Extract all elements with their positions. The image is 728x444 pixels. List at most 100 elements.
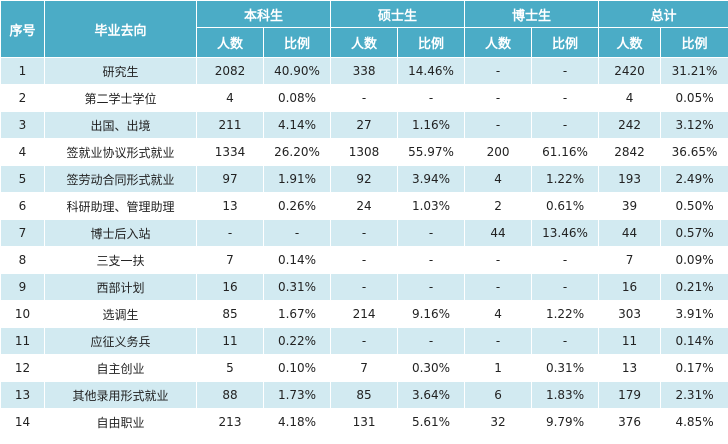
cell-count: 376: [598, 408, 662, 436]
cell-ratio: -: [531, 84, 600, 112]
cell-ratio: -: [262, 219, 332, 247]
cell-count: 211: [196, 111, 264, 139]
cell-ratio: 2.49%: [660, 165, 728, 193]
cell-count: -: [464, 327, 533, 355]
header-count: 人数: [464, 27, 533, 58]
cell-count: 11: [598, 327, 662, 355]
cell-ratio: 55.97%: [397, 138, 466, 166]
row-index: 11: [0, 327, 45, 355]
cell-ratio: 1.03%: [397, 192, 466, 220]
cell-ratio: 36.65%: [660, 138, 728, 166]
cell-count: -: [464, 84, 533, 112]
cell-count: -: [464, 111, 533, 139]
cell-count: -: [330, 246, 399, 274]
cell-count: -: [330, 84, 399, 112]
cell-ratio: 9.79%: [531, 408, 600, 436]
table-row: 9 西部计划 16 0.31% - - - -16 0.21%: [0, 273, 728, 301]
cell-count: 11: [196, 327, 264, 355]
cell-count: 7: [196, 246, 264, 274]
row-destination: 选调生: [44, 300, 197, 328]
cell-ratio: 4.18%: [262, 408, 332, 436]
table-row: 11 应征义务兵 11 0.22% - - - -11 0.14%: [0, 327, 728, 355]
row-destination: 签劳动合同形式就业: [44, 165, 197, 193]
cell-ratio: 0.61%: [531, 192, 600, 220]
cell-ratio: 0.22%: [262, 327, 332, 355]
cell-count: 44: [598, 219, 662, 247]
cell-count: 2420: [598, 57, 662, 85]
table-row: 1 研究生 2082 40.90% 338 14.46% - -2420 31.21%: [0, 57, 728, 85]
cell-ratio: -: [397, 246, 466, 274]
cell-ratio: 0.31%: [262, 273, 332, 301]
cell-ratio: 13.46%: [531, 219, 600, 247]
table-row: 8 三支一扶 7 0.14% - - - -7 0.09%: [0, 246, 728, 274]
row-destination: 科研助理、管理助理: [44, 192, 197, 220]
cell-ratio: 31.21%: [660, 57, 728, 85]
header-ratio: 比例: [660, 27, 728, 58]
cell-count: 303: [598, 300, 662, 328]
cell-count: -: [330, 219, 399, 247]
row-index: 1: [0, 57, 45, 85]
table-row: 4 签就业协议形式就业 1334 26.20% 1308 55.97% 200 61.16% 2…: [0, 138, 728, 166]
cell-count: 1308: [330, 138, 399, 166]
cell-ratio: -: [397, 273, 466, 301]
row-index: 12: [0, 354, 45, 382]
row-destination: 西部计划: [44, 273, 197, 301]
cell-count: 88: [196, 381, 264, 409]
cell-ratio: 0.21%: [660, 273, 728, 301]
header-count: 人数: [196, 27, 264, 58]
cell-count: -: [464, 57, 533, 85]
row-destination: 研究生: [44, 57, 197, 85]
table-row: 10 选调生 85 1.67% 214 9.16% 4 1.22% 303 3.91%: [0, 300, 728, 328]
cell-ratio: 4.14%: [262, 111, 332, 139]
row-destination: 自主创业: [44, 354, 197, 382]
cell-ratio: -: [397, 219, 466, 247]
row-index: 6: [0, 192, 45, 220]
cell-ratio: -: [531, 111, 600, 139]
cell-ratio: 0.50%: [660, 192, 728, 220]
table-row: 13 其他录用形式就业 88 1.73% 85 3.64% 6 1.83% 179 2.31%: [0, 381, 728, 409]
header-count: 人数: [330, 27, 399, 58]
cell-count: -: [330, 327, 399, 355]
cell-ratio: 26.20%: [262, 138, 332, 166]
cell-count: 39: [598, 192, 662, 220]
cell-count: 7: [330, 354, 399, 382]
table-row: 12 自主创业 5 0.10% 7 0.30% 1 0.31% 13 0.17%: [0, 354, 728, 382]
cell-count: 2082: [196, 57, 264, 85]
cell-ratio: 3.12%: [660, 111, 728, 139]
cell-ratio: 0.09%: [660, 246, 728, 274]
cell-ratio: 0.17%: [660, 354, 728, 382]
cell-ratio: 0.10%: [262, 354, 332, 382]
header-destination: 毕业去向: [44, 0, 197, 58]
row-index: 2: [0, 84, 45, 112]
row-index: 8: [0, 246, 45, 274]
header-group-doctor: 博士生: [464, 0, 600, 28]
row-destination: 其他录用形式就业: [44, 381, 197, 409]
cell-count: -: [196, 219, 264, 247]
cell-ratio: -: [531, 57, 600, 85]
cell-ratio: -: [531, 327, 600, 355]
cell-count: -: [464, 273, 533, 301]
row-index: 5: [0, 165, 45, 193]
cell-ratio: 1.67%: [262, 300, 332, 328]
row-destination: 三支一扶: [44, 246, 197, 274]
table-row: 7 博士后入站 - - - -44 13.46% 44 0.57%: [0, 219, 728, 247]
cell-count: 193: [598, 165, 662, 193]
cell-ratio: -: [397, 84, 466, 112]
cell-count: -: [464, 246, 533, 274]
row-index: 13: [0, 381, 45, 409]
cell-count: 213: [196, 408, 264, 436]
table-body: 1 研究生 2082 40.90% 338 14.46% - -2420 31.21% 2 第二学士…: [0, 57, 728, 436]
cell-ratio: 1.91%: [262, 165, 332, 193]
table-row: 3 出国、出境 211 4.14% 27 1.16% - -242 3.12%: [0, 111, 728, 139]
table-row: 14 自由职业 213 4.18% 131 5.61% 32 9.79% 376 4.85%: [0, 408, 728, 436]
cell-ratio: 1.22%: [531, 300, 600, 328]
cell-ratio: 0.30%: [397, 354, 466, 382]
cell-count: 179: [598, 381, 662, 409]
cell-ratio: 4.85%: [660, 408, 728, 436]
cell-ratio: 40.90%: [262, 57, 332, 85]
cell-ratio: -: [531, 246, 600, 274]
cell-count: 5: [196, 354, 264, 382]
row-destination: 出国、出境: [44, 111, 197, 139]
cell-ratio: 0.57%: [660, 219, 728, 247]
